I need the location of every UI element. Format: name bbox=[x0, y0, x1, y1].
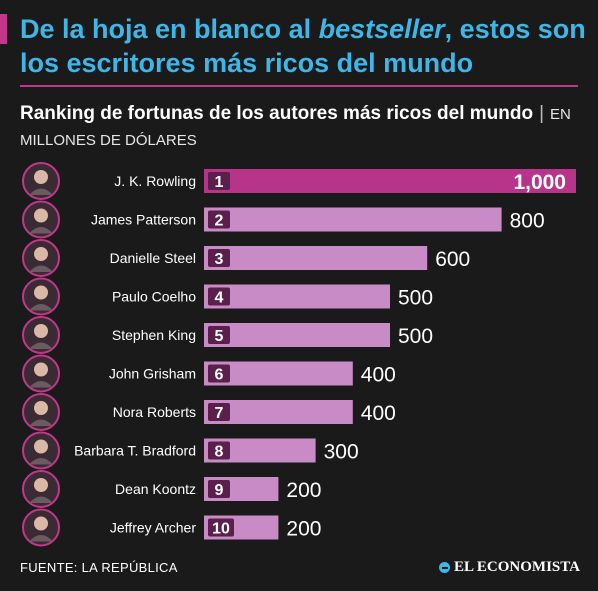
author-avatar-face bbox=[34, 362, 48, 377]
value-label: 200 bbox=[286, 479, 321, 502]
author-avatar-shoulders bbox=[29, 419, 53, 426]
category-label: Stephen King bbox=[112, 327, 196, 343]
rank-label: 9 bbox=[215, 482, 224, 499]
rank-badge bbox=[208, 480, 230, 498]
value-label: 800 bbox=[510, 210, 545, 233]
author-avatar-face bbox=[34, 516, 48, 531]
value-label: 200 bbox=[286, 518, 321, 541]
rank-label: 3 bbox=[215, 251, 224, 268]
headline-part-1: De la hoja en blanco al bbox=[20, 14, 319, 44]
author-avatar-face bbox=[34, 401, 48, 415]
headline-divider bbox=[20, 85, 578, 87]
subtitle-separator: | bbox=[539, 103, 545, 124]
brand-name: EL ECONOMISTA bbox=[454, 559, 580, 575]
subtitle-main: Ranking de fortunas de los autores más r… bbox=[20, 103, 534, 124]
rank-label: 1 bbox=[215, 174, 224, 191]
author-avatar-shoulders bbox=[29, 227, 53, 234]
author-avatar-shoulders bbox=[29, 496, 53, 503]
headline-emphasis: bestseller bbox=[318, 14, 445, 44]
author-avatar-shoulders bbox=[29, 265, 53, 272]
chart-row: James Patterson 2 800 bbox=[22, 200, 545, 239]
rank-label: 2 bbox=[215, 213, 224, 230]
chart-row: Paulo Coelho 4 500 bbox=[22, 277, 433, 316]
chart-row: J. K. Rowling 1 1,000 bbox=[22, 162, 576, 200]
rank-label: 5 bbox=[215, 328, 224, 345]
category-label: Paulo Coelho bbox=[112, 289, 196, 305]
value-label: 500 bbox=[398, 287, 433, 310]
chart-subtitle: Ranking de fortunas de los autores más r… bbox=[20, 101, 580, 153]
author-avatar-shoulders bbox=[29, 342, 53, 349]
category-label: John Grisham bbox=[109, 366, 196, 382]
category-label: J. K. Rowling bbox=[114, 173, 196, 189]
rank-label: 7 bbox=[215, 405, 224, 422]
author-avatar-shoulders bbox=[29, 304, 53, 311]
rank-badge bbox=[208, 326, 230, 344]
author-avatar-face bbox=[34, 208, 48, 223]
el-economista-logo-icon bbox=[439, 562, 450, 573]
author-avatar-face bbox=[34, 285, 48, 300]
author-avatar-face bbox=[34, 324, 48, 338]
value-label: 400 bbox=[361, 364, 396, 387]
chart-row: Danielle Steel 3 600 bbox=[22, 239, 470, 277]
source-note: FUENTE: LA REPÚBLICA bbox=[20, 560, 178, 575]
bar bbox=[204, 246, 428, 270]
value-label: 600 bbox=[435, 248, 470, 271]
rank-badge bbox=[208, 518, 234, 537]
rank-label: 4 bbox=[215, 290, 224, 307]
category-label: Danielle Steel bbox=[110, 250, 196, 266]
chart-row: Jeffrey Archer 10 200 bbox=[22, 508, 321, 547]
value-label: 300 bbox=[324, 441, 359, 464]
author-avatar-shoulders bbox=[29, 381, 53, 388]
author-avatar-shoulders bbox=[29, 535, 53, 542]
subtitle-unit: EN MILLONES DE DÓLARES bbox=[20, 106, 571, 149]
category-label: Nora Roberts bbox=[113, 404, 196, 420]
bar bbox=[204, 323, 390, 347]
rank-label: 10 bbox=[212, 521, 230, 538]
value-label: 500 bbox=[398, 325, 433, 348]
author-avatar-face bbox=[34, 247, 48, 261]
chart-row: John Grisham 6 400 bbox=[22, 354, 396, 393]
bar bbox=[204, 284, 390, 309]
category-label: Dean Koontz bbox=[115, 481, 196, 497]
value-label: 1,000 bbox=[513, 171, 566, 194]
chart-row: Stephen King 5 500 bbox=[22, 316, 433, 354]
author-avatar-shoulders bbox=[29, 188, 53, 195]
brand-logo: EL ECONOMISTA bbox=[439, 559, 580, 576]
rank-badge bbox=[208, 210, 230, 229]
author-avatar-shoulders bbox=[29, 458, 53, 465]
author-avatar-face bbox=[34, 439, 48, 454]
chart-row: Dean Koontz 9 200 bbox=[22, 470, 321, 508]
rank-badge bbox=[208, 441, 230, 460]
headline-accent-bar bbox=[0, 14, 7, 44]
value-label: 400 bbox=[361, 402, 396, 425]
rank-badge bbox=[208, 287, 230, 306]
rank-label: 8 bbox=[215, 444, 224, 461]
author-avatar-face bbox=[34, 170, 48, 184]
rank-label: 6 bbox=[215, 367, 224, 384]
category-label: James Patterson bbox=[91, 212, 196, 228]
chart-row: Nora Roberts 7 400 bbox=[22, 393, 396, 431]
rank-badge bbox=[208, 364, 230, 383]
category-label: Jeffrey Archer bbox=[110, 520, 196, 536]
bar bbox=[204, 207, 502, 232]
chart-row: Barbara T. Bradford 8 300 bbox=[22, 431, 359, 470]
headline-part-2: , estos son los escritores más ricos del… bbox=[20, 14, 586, 78]
category-label: Barbara T. Bradford bbox=[74, 443, 196, 459]
rank-badge bbox=[208, 249, 230, 267]
author-avatar-face bbox=[34, 478, 48, 492]
rank-badge bbox=[208, 172, 230, 190]
rank-badge bbox=[208, 403, 230, 421]
bar bbox=[204, 169, 576, 193]
headline: De la hoja en blanco al bestseller, esto… bbox=[20, 12, 590, 80]
